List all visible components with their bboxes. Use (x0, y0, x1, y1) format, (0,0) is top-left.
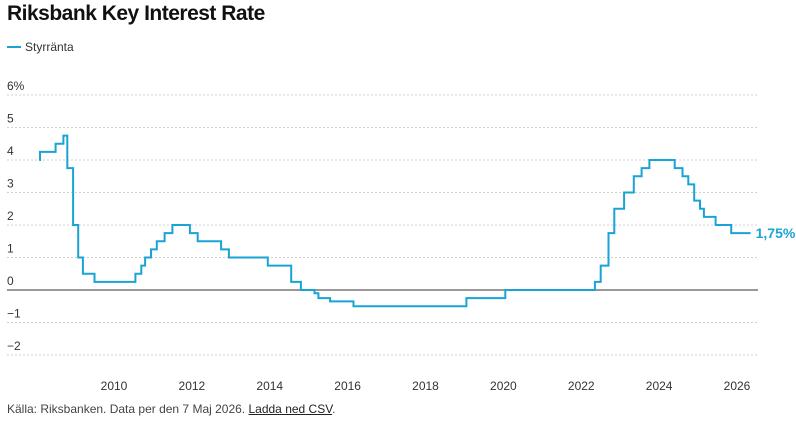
x-tick-label: 2020 (490, 379, 517, 393)
x-tick-label: 2012 (179, 379, 206, 393)
x-tick-label: 2014 (256, 379, 283, 393)
y-tick-label: 0 (7, 274, 14, 288)
y-tick-label: 2 (7, 209, 14, 223)
x-tick-label: 2010 (101, 379, 128, 393)
x-tick-label: 2022 (568, 379, 595, 393)
chart-title: Riksbank Key Interest Rate (7, 2, 265, 25)
gridlines (7, 94, 758, 356)
end-label-layer: 1,75% (756, 225, 796, 241)
y-tick-label: 6% (7, 79, 25, 93)
y-tick-label: 5 (7, 112, 14, 126)
chart-footer: Källa: Riksbanken. Data per den 7 Maj 20… (7, 402, 335, 416)
x-tick-label: 2018 (412, 379, 439, 393)
legend-label-styrranta: Styrränta (25, 40, 74, 54)
y-tick-label: 3 (7, 177, 14, 191)
x-tick-label: 2026 (724, 379, 751, 393)
x-tick-label: 2024 (646, 379, 673, 393)
series-layer (39, 134, 751, 308)
y-tick-label: −2 (7, 339, 21, 353)
x-tick-label: 2016 (334, 379, 361, 393)
download-csv-link[interactable]: Ladda ned CSV (248, 402, 333, 416)
footer-end: . (332, 402, 336, 416)
y-tick-label: −1 (7, 307, 21, 321)
y-tick-label: 1 (7, 242, 14, 256)
y-tick-label: 4 (7, 144, 14, 158)
y-axis-tick-labels: −2 −1 0 1 2 3 4 5 6% (7, 79, 25, 353)
chart-legend: Styrränta (7, 40, 74, 54)
series-line-styrranta (39, 134, 751, 308)
x-axis-tick-labels: 2010 2012 2014 2016 2018 2020 2022 2024 2026 (101, 379, 751, 393)
end-value-label: 1,75% (756, 225, 796, 241)
legend-swatch-styrranta (7, 46, 21, 48)
footer-source: Källa: Riksbanken. Data per den 7 Maj 20… (7, 402, 249, 416)
